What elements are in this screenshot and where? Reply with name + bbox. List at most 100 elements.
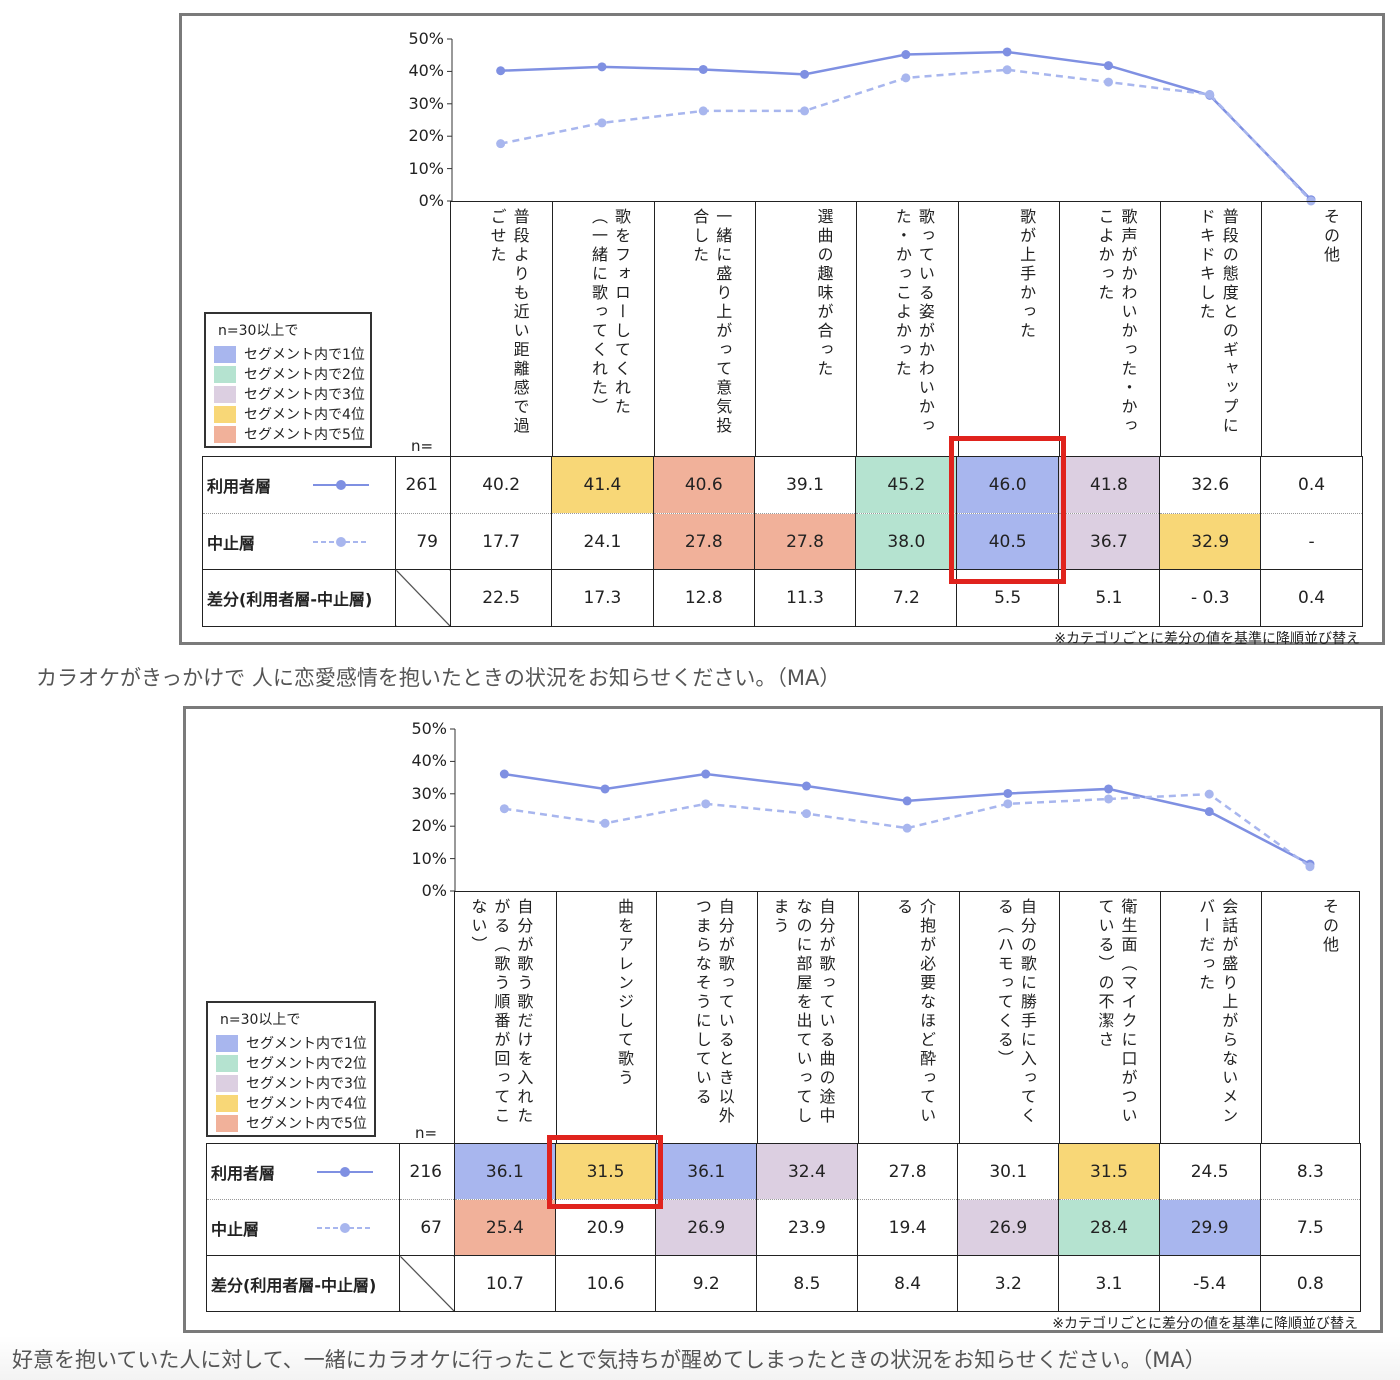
highlight-box bbox=[546, 1135, 664, 1209]
legend-label: セグメント内で2位 bbox=[246, 1056, 367, 1072]
category-divider bbox=[555, 892, 557, 1143]
category-divider bbox=[958, 892, 960, 1143]
value-cell: 29.9 bbox=[1158, 1199, 1261, 1256]
category-divider bbox=[1059, 892, 1061, 1143]
data-point-user bbox=[1002, 47, 1012, 57]
legend-swatch bbox=[214, 365, 236, 383]
value-cell: - bbox=[1260, 513, 1363, 570]
data-point-user bbox=[800, 69, 810, 79]
data-point-user bbox=[499, 769, 509, 779]
row-label: 中止層 bbox=[202, 513, 396, 570]
y-tick-label: 20% bbox=[408, 126, 444, 146]
series-line-stop bbox=[504, 792, 1311, 868]
data-point-stop bbox=[1305, 862, 1315, 872]
y-tick-label: 0% bbox=[421, 881, 447, 900]
legend-item: セグメント内で5位 bbox=[214, 424, 365, 443]
value-cell: 19.4 bbox=[856, 1199, 959, 1256]
data-table: 利用者層 216 36.1 31.5 36.1 32.4 27.8 30.1 31.5 24.5 8… bbox=[206, 1143, 1362, 1312]
table-row: 中止層 67 25.4 20.9 26.9 23.9 19.4 26.9 28.4 29.9 7.5 bbox=[206, 1199, 1362, 1256]
value-cell: 36.1 bbox=[454, 1143, 556, 1200]
table-row-diff: 差分(利用者層-中止層) 10.7 10.6 9.2 8.5 8.4 3.2 3.1 -5.4 0… bbox=[206, 1255, 1362, 1312]
data-point-stop bbox=[1104, 794, 1114, 804]
y-tick-label: 10% bbox=[408, 158, 444, 178]
legend-label: セグメント内で4位 bbox=[246, 1096, 367, 1112]
value-cell: 32.9 bbox=[1159, 513, 1262, 570]
question-caption-2: 好意を抱いていた人に対して、一緒にカラオケに行ったことで気持ちが醒めてしまったと… bbox=[12, 1348, 1206, 1372]
row-label: 利用者層 bbox=[206, 1143, 400, 1200]
legend-swatch bbox=[216, 1094, 238, 1112]
y-tick-label: 10% bbox=[411, 848, 447, 868]
caption-background bbox=[0, 1336, 1400, 1380]
legend-title: n=30以上で bbox=[220, 1012, 301, 1028]
value-cell: 41.4 bbox=[551, 456, 654, 514]
legend-swatch bbox=[216, 1074, 238, 1092]
diff-cell: 22.5 bbox=[449, 569, 553, 627]
legend-swatch bbox=[216, 1034, 238, 1052]
legend-label: セグメント内で3位 bbox=[246, 1076, 367, 1092]
y-tick-label: 50% bbox=[411, 719, 447, 738]
category-divider bbox=[1261, 202, 1263, 456]
category-divider bbox=[1260, 892, 1262, 1143]
legend-label: セグメント内で5位 bbox=[244, 427, 365, 443]
data-point-user bbox=[1103, 61, 1113, 71]
data-point-stop bbox=[800, 106, 810, 116]
data-point-stop bbox=[698, 106, 708, 116]
category-label: 歌をフォローしてくれた（一緒に歌ってくれた） bbox=[588, 208, 631, 417]
row-series-marker bbox=[313, 480, 369, 490]
chart-panel-1: 50% 40% 30% 20% 10% 0% 普段よりも近い距離感で過ごせた 歌をフォローして… bbox=[179, 13, 1385, 647]
value-cell: 32.4 bbox=[756, 1143, 858, 1200]
diff-cell: 12.8 bbox=[652, 569, 755, 627]
data-point-user bbox=[1003, 788, 1013, 798]
legend-swatch bbox=[216, 1054, 238, 1072]
category-divider bbox=[552, 202, 554, 456]
value-cell: 27.8 bbox=[652, 513, 755, 570]
y-tick-label: 40% bbox=[411, 751, 447, 771]
legend-item: セグメント内で5位 bbox=[216, 1113, 367, 1132]
category-label: 歌が上手かった bbox=[1017, 208, 1037, 341]
data-point-user bbox=[1204, 807, 1214, 817]
table-row: 中止層 79 17.7 24.1 27.8 27.8 38.0 40.5 36.7 32.9- bbox=[202, 513, 1363, 570]
data-table: 利用者層 261 40.2 41.4 40.6 39.1 45.2 46.0 41.8 32.6 0… bbox=[202, 456, 1363, 627]
sort-note: ※カテゴリごとに差分の値を基準に降順並び替え bbox=[1054, 631, 1360, 647]
diff-row-label: 差分(利用者層-中止層) bbox=[206, 1255, 400, 1312]
legend-item: セグメント内で4位 bbox=[216, 1093, 367, 1112]
data-point-user bbox=[698, 64, 708, 74]
category-label: 自分が歌っている曲の途中なのに部屋を出ていってしまう bbox=[770, 898, 836, 1126]
category-divider bbox=[857, 892, 859, 1143]
value-cell: 0.4 bbox=[1260, 456, 1363, 514]
category-label: 一緒に盛り上がって意気投合した bbox=[690, 208, 733, 436]
diff-cell: 0.8 bbox=[1259, 1255, 1362, 1312]
diff-cell: 0.4 bbox=[1260, 569, 1363, 627]
category-divider bbox=[757, 892, 759, 1143]
n-header-label: n= bbox=[411, 437, 434, 455]
legend-title: n=30以上で bbox=[218, 323, 299, 339]
legend-swatch bbox=[214, 345, 236, 363]
value-cell: 26.9 bbox=[957, 1199, 1060, 1256]
legend-swatch bbox=[214, 425, 236, 443]
category-label: 衛生面（マイクに口がついている）の不潔さ bbox=[1095, 898, 1138, 1126]
legend-label: セグメント内で1位 bbox=[244, 347, 365, 363]
n-value: 79 bbox=[395, 513, 451, 570]
highlight-box bbox=[948, 436, 1066, 584]
row-series-marker bbox=[317, 1222, 373, 1233]
data-point-user bbox=[801, 781, 811, 791]
value-cell: 25.4 bbox=[454, 1199, 556, 1256]
category-divider bbox=[653, 202, 655, 456]
value-cell: 24.5 bbox=[1158, 1143, 1261, 1200]
value-cell: 40.5 bbox=[956, 513, 1059, 570]
row-label: 利用者層 bbox=[202, 456, 396, 514]
value-cell: 27.8 bbox=[856, 1143, 959, 1200]
category-label: 自分が歌う歌だけを入れたがる（歌う順番が回ってこない） bbox=[468, 898, 534, 1126]
sort-note: ※カテゴリごとに差分の値を基準に降順並び替え bbox=[1052, 1316, 1358, 1332]
data-point-stop bbox=[499, 804, 509, 814]
data-point-stop bbox=[496, 139, 506, 149]
value-cell: 23.9 bbox=[756, 1199, 858, 1256]
category-divider bbox=[856, 202, 858, 456]
legend-label: セグメント内で3位 bbox=[244, 387, 365, 403]
data-point-stop bbox=[801, 809, 811, 819]
category-label: 歌っている姿がかわいかった・かっこよかった bbox=[892, 208, 935, 436]
data-point-stop bbox=[1103, 77, 1113, 87]
legend-label: セグメント内で2位 bbox=[244, 367, 365, 383]
category-label: その他 bbox=[1319, 898, 1339, 955]
category-label: 会話が盛り上がらないメンバーだった bbox=[1196, 898, 1239, 1126]
